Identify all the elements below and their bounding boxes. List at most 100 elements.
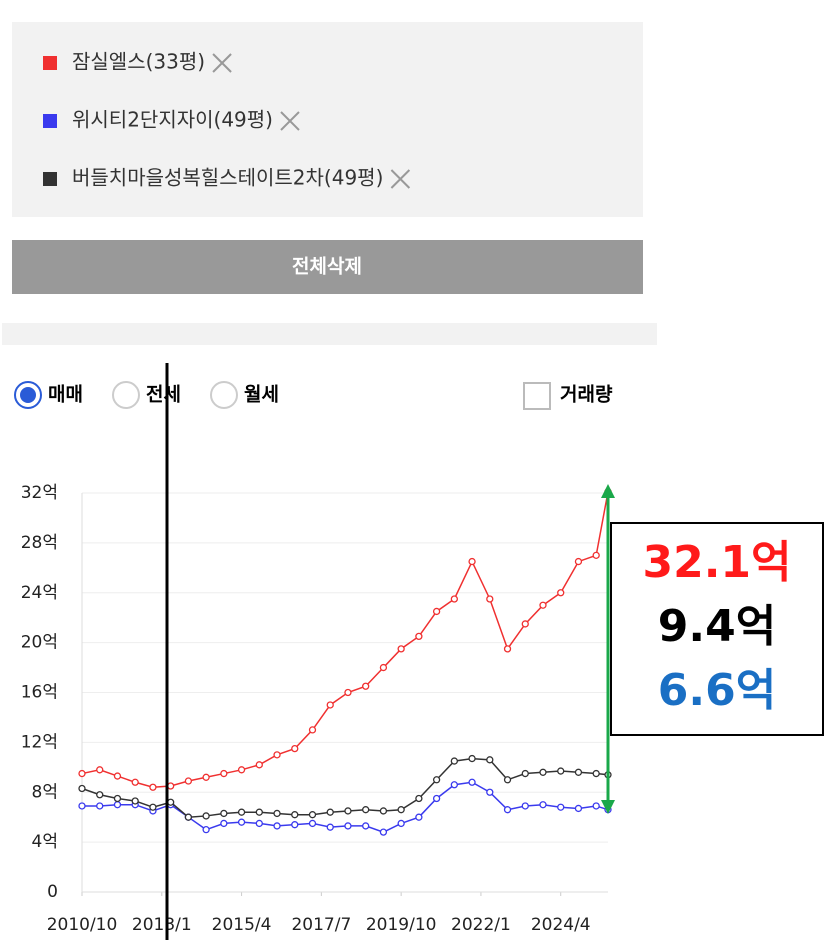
point — [291, 744, 299, 753]
point — [96, 791, 104, 799]
point — [237, 808, 246, 816]
radio[interactable] — [112, 381, 140, 409]
point — [486, 756, 494, 764]
point — [149, 783, 157, 791]
point — [149, 803, 157, 811]
chart: 0 4억 8억 12억 16억 20억 24억 28억 32억 2010/10 2013/1 2015… — [21, 483, 612, 935]
legend-label: 위시티2단지자이(49평) — [72, 108, 273, 132]
y-tick-label: 28억 — [21, 533, 58, 553]
point — [539, 601, 547, 609]
legend: 잠실엘스(33평) 위시티2단지자이(49평) 버들치마을성복힐스테이트2차(49평… — [43, 50, 411, 190]
checkbox-label[interactable]: 거래량 — [560, 384, 613, 406]
legend-swatch — [43, 114, 57, 128]
point — [131, 797, 139, 805]
clear-button[interactable] — [12, 240, 643, 294]
point — [592, 802, 600, 810]
point — [344, 807, 352, 815]
clear-button-label[interactable]: 전체삭제 — [292, 256, 362, 278]
legend-swatch — [43, 172, 57, 186]
point — [237, 766, 246, 774]
point — [362, 682, 370, 690]
point — [539, 768, 547, 776]
point — [326, 701, 334, 709]
point — [450, 757, 458, 765]
point — [167, 798, 175, 806]
radio-label[interactable]: 전세 — [146, 384, 181, 406]
point — [113, 801, 122, 809]
point — [415, 813, 423, 821]
point — [291, 811, 299, 819]
point — [486, 595, 494, 603]
point — [220, 809, 228, 818]
point — [326, 808, 334, 816]
point — [468, 778, 476, 786]
radio[interactable] — [210, 381, 238, 409]
point — [450, 781, 458, 789]
legend-swatch — [43, 56, 57, 70]
checkbox[interactable] — [523, 382, 551, 410]
point — [220, 819, 228, 828]
point — [379, 663, 388, 672]
y-tick-label: 16억 — [21, 683, 58, 703]
point — [78, 802, 86, 810]
point — [574, 768, 583, 776]
point — [308, 811, 317, 819]
point — [96, 766, 104, 774]
remove-icon[interactable] — [280, 111, 300, 131]
point — [326, 823, 334, 831]
point — [255, 819, 263, 828]
point — [202, 826, 210, 834]
y-tick-label: 12억 — [21, 732, 58, 752]
y-tick-label: 24억 — [21, 583, 58, 603]
point — [78, 769, 86, 778]
x-tick-label: 2013/1 — [132, 915, 192, 935]
annotation: 9.4억 — [658, 601, 776, 652]
point — [432, 794, 441, 803]
remove-icon[interactable] — [390, 169, 411, 189]
point — [557, 589, 565, 597]
point — [184, 777, 193, 785]
radio-label[interactable]: 매매 — [48, 384, 83, 406]
point — [432, 607, 441, 616]
point — [557, 803, 565, 811]
point — [78, 784, 86, 793]
x-tick-label: 2024/4 — [531, 915, 591, 935]
annotation-box — [610, 522, 824, 736]
remove-icon[interactable] — [212, 53, 232, 73]
point — [273, 751, 281, 759]
point — [96, 802, 104, 810]
point — [273, 822, 281, 830]
legend-panel — [12, 22, 643, 217]
point — [344, 688, 352, 697]
point — [344, 822, 352, 830]
point — [397, 806, 405, 814]
point — [503, 806, 512, 814]
point — [362, 806, 370, 814]
point — [415, 632, 423, 641]
y-tick-label: 4억 — [32, 832, 58, 852]
point — [167, 782, 175, 790]
point — [521, 802, 529, 810]
point — [308, 819, 317, 828]
point — [379, 828, 388, 836]
x-tick-label: 2010/10 — [47, 915, 118, 935]
y-tick-label: 20억 — [21, 633, 58, 653]
radio-label[interactable]: 월세 — [244, 384, 279, 406]
point — [202, 773, 210, 781]
point — [592, 769, 600, 778]
point — [521, 769, 529, 778]
point — [220, 769, 228, 778]
point — [362, 822, 370, 830]
point — [468, 557, 476, 566]
point — [255, 761, 263, 769]
legend-label: 잠실엘스(33평) — [72, 50, 205, 74]
point — [468, 754, 476, 763]
point — [291, 821, 299, 829]
point — [237, 818, 246, 826]
x-tick-label: 2022/1 — [451, 915, 511, 935]
point — [503, 776, 512, 784]
point — [184, 813, 193, 821]
radio-dot — [20, 387, 36, 403]
point — [113, 794, 122, 803]
